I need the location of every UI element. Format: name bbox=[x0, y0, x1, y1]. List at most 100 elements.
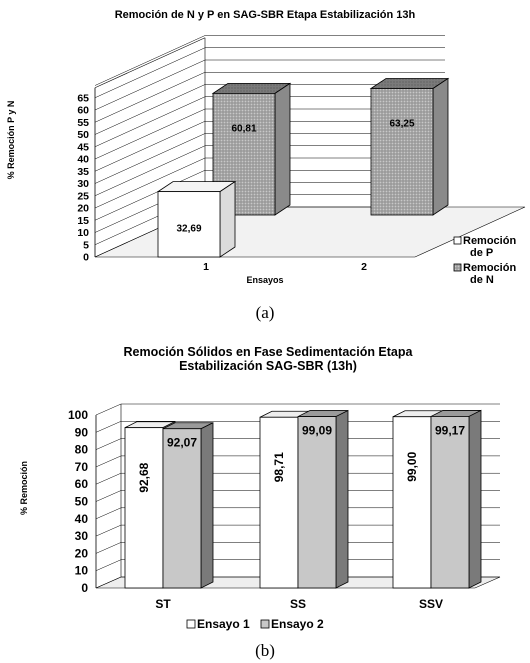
chart-b-title-line2: Estabilización SAG-SBR (13h) bbox=[179, 359, 357, 373]
chart-a-gridline bbox=[94, 72, 445, 123]
legend-swatch-ensayo-1 bbox=[186, 619, 196, 629]
chart-b-y-ticks: 0 10 20 30 40 50 60 70 80 90 100 bbox=[68, 408, 88, 595]
chart-a-y-tick: 60 bbox=[77, 105, 89, 117]
chart-a-y-tick: 5 bbox=[83, 239, 89, 251]
chart-a-x-tick: 2 bbox=[361, 261, 367, 273]
chart-a-y-tick: 0 bbox=[83, 252, 89, 264]
chart-b-gridline bbox=[95, 455, 500, 468]
chart-b-gridline bbox=[95, 403, 500, 416]
chart-b-legend: Ensayo 1 Ensayo 2 bbox=[186, 617, 324, 631]
legend-swatch-p bbox=[453, 236, 462, 245]
legend-label-n-line2: de N bbox=[470, 274, 494, 286]
chart-a-gridline bbox=[94, 157, 445, 209]
chart-b-gridline bbox=[95, 507, 500, 520]
chart-a-gridline bbox=[94, 47, 445, 98]
chart-b-data-label: 99,09 bbox=[302, 424, 332, 438]
chart-b-bar-ensayo-1 bbox=[392, 416, 432, 589]
chart-b-x-tick: SS bbox=[290, 597, 306, 611]
chart-a-y-tick: 45 bbox=[77, 141, 89, 153]
chart-a-y-tick: 10 bbox=[77, 227, 89, 239]
chart-a-x-axis-label: Ensayos bbox=[246, 275, 283, 285]
chart-b: Remoción Sólidos en Fase Sedimentación E… bbox=[19, 345, 501, 660]
chart-b-bar-ensayo-2-side bbox=[468, 409, 482, 589]
chart-b-bar-ensayo-1 bbox=[124, 427, 164, 589]
chart-b-gridline bbox=[95, 421, 500, 433]
chart-a-gridline bbox=[94, 108, 445, 160]
chart-a-bar-p bbox=[157, 191, 221, 258]
chart-b-y-tick: 70 bbox=[75, 460, 89, 474]
chart-b-y-tick: 40 bbox=[75, 512, 89, 526]
chart-b-gridline bbox=[95, 542, 500, 554]
chart-a-gridline bbox=[94, 133, 445, 184]
chart-a-bar-n-side bbox=[274, 82, 291, 216]
chart-b-x-tick: SSV bbox=[419, 597, 443, 611]
chart-a-y-tick: 25 bbox=[77, 190, 89, 202]
chart-b-bars: 92,68 98,71 99,00 92,07 99,09 99,17 bbox=[124, 409, 482, 589]
chart-b-y-tick: 90 bbox=[75, 425, 89, 439]
chart-b-bar-ensayo-1 bbox=[259, 416, 299, 589]
chart-a-data-label: 32,69 bbox=[176, 224, 201, 235]
legend-label-p-line2: de P bbox=[470, 247, 493, 259]
chart-b-x-tick: ST bbox=[155, 597, 171, 611]
chart-a-y-axis-label: % Remoción P y N bbox=[6, 101, 16, 180]
chart-b-y-tick: 0 bbox=[81, 581, 88, 595]
chart-b-bar-ensayo-2-side bbox=[200, 422, 214, 589]
chart-b-x-ticks: ST SS SSV bbox=[155, 597, 443, 611]
chart-a-caption: (a) bbox=[256, 303, 275, 322]
chart-a-bar-n bbox=[370, 88, 434, 216]
chart-a-title: Remoción de N y P en SAG-SBR Etapa Estab… bbox=[115, 9, 416, 21]
chart-b-data-label: 99,00 bbox=[405, 451, 419, 481]
chart-a-data-label: 63,25 bbox=[389, 119, 414, 130]
chart-b-gridline bbox=[95, 576, 500, 589]
chart-b-bar-ensayo-2 bbox=[430, 416, 470, 589]
chart-a-side-top bbox=[94, 37, 206, 89]
chart-a-y-tick: 40 bbox=[77, 154, 89, 166]
chart-a-gridline bbox=[94, 84, 445, 135]
chart-a-y-tick: 55 bbox=[77, 117, 89, 129]
chart-b-y-tick: 20 bbox=[75, 546, 89, 560]
chart-a-y-tick: 50 bbox=[77, 129, 89, 141]
legend-label-ensayo-1: Ensayo 1 bbox=[197, 617, 250, 631]
chart-b-y-tick: 100 bbox=[68, 408, 88, 422]
chart-b-y-tick: 60 bbox=[75, 477, 89, 491]
chart-b-data-label: 98,71 bbox=[272, 452, 286, 482]
chart-b-y-tick: 30 bbox=[75, 529, 89, 543]
chart-b-gridline bbox=[95, 559, 500, 571]
chart-a: Remoción de N y P en SAG-SBR Etapa Estab… bbox=[6, 9, 526, 322]
chart-a-gridline bbox=[94, 145, 445, 196]
chart-b-caption: (b) bbox=[255, 641, 275, 660]
chart-a-bar-n-side bbox=[432, 77, 449, 216]
chart-b-y-tick: 10 bbox=[75, 564, 89, 578]
chart-a-data-label: 60,81 bbox=[231, 123, 256, 134]
legend-swatch-n bbox=[453, 263, 462, 272]
chart-a-y-tick: 15 bbox=[77, 215, 89, 227]
chart-b-bar-ensayo-2 bbox=[297, 416, 337, 589]
chart-b-bar-ensayo-2-side bbox=[335, 409, 349, 589]
chart-b-gridline bbox=[95, 490, 500, 502]
chart-b-gridline bbox=[95, 472, 500, 485]
legend-label-p-line1: Remoción bbox=[463, 235, 516, 247]
chart-a-gridline bbox=[94, 35, 445, 86]
chart-b-bar-ensayo-2 bbox=[162, 428, 202, 589]
chart-b-y-tick: 80 bbox=[75, 443, 89, 457]
chart-a-gridline bbox=[94, 121, 445, 172]
chart-a-y-tick: 35 bbox=[77, 166, 89, 178]
chart-b-title-line1: Remoción Sólidos en Fase Sedimentación E… bbox=[124, 345, 414, 359]
chart-a-bars: 60,81 63,25 32,69 bbox=[156, 77, 450, 258]
chart-b-data-label: 99,17 bbox=[435, 423, 465, 437]
legend-label-ensayo-2: Ensayo 2 bbox=[271, 617, 324, 631]
chart-a-y-tick: 20 bbox=[77, 203, 89, 215]
chart-a-y-tick: 30 bbox=[77, 178, 89, 190]
chart-b-y-tick: 50 bbox=[75, 495, 89, 509]
chart-a-bar-p-side bbox=[219, 180, 236, 258]
chart-a-gridline bbox=[94, 96, 445, 147]
chart-b-gridline bbox=[95, 524, 500, 537]
chart-b-data-label: 92,07 bbox=[167, 436, 197, 450]
legend-swatch-ensayo-2 bbox=[260, 619, 270, 629]
legend-label-n-line1: Remoción bbox=[463, 262, 516, 274]
chart-a-x-tick: 1 bbox=[203, 261, 209, 273]
chart-b-data-label: 92,68 bbox=[137, 462, 151, 492]
